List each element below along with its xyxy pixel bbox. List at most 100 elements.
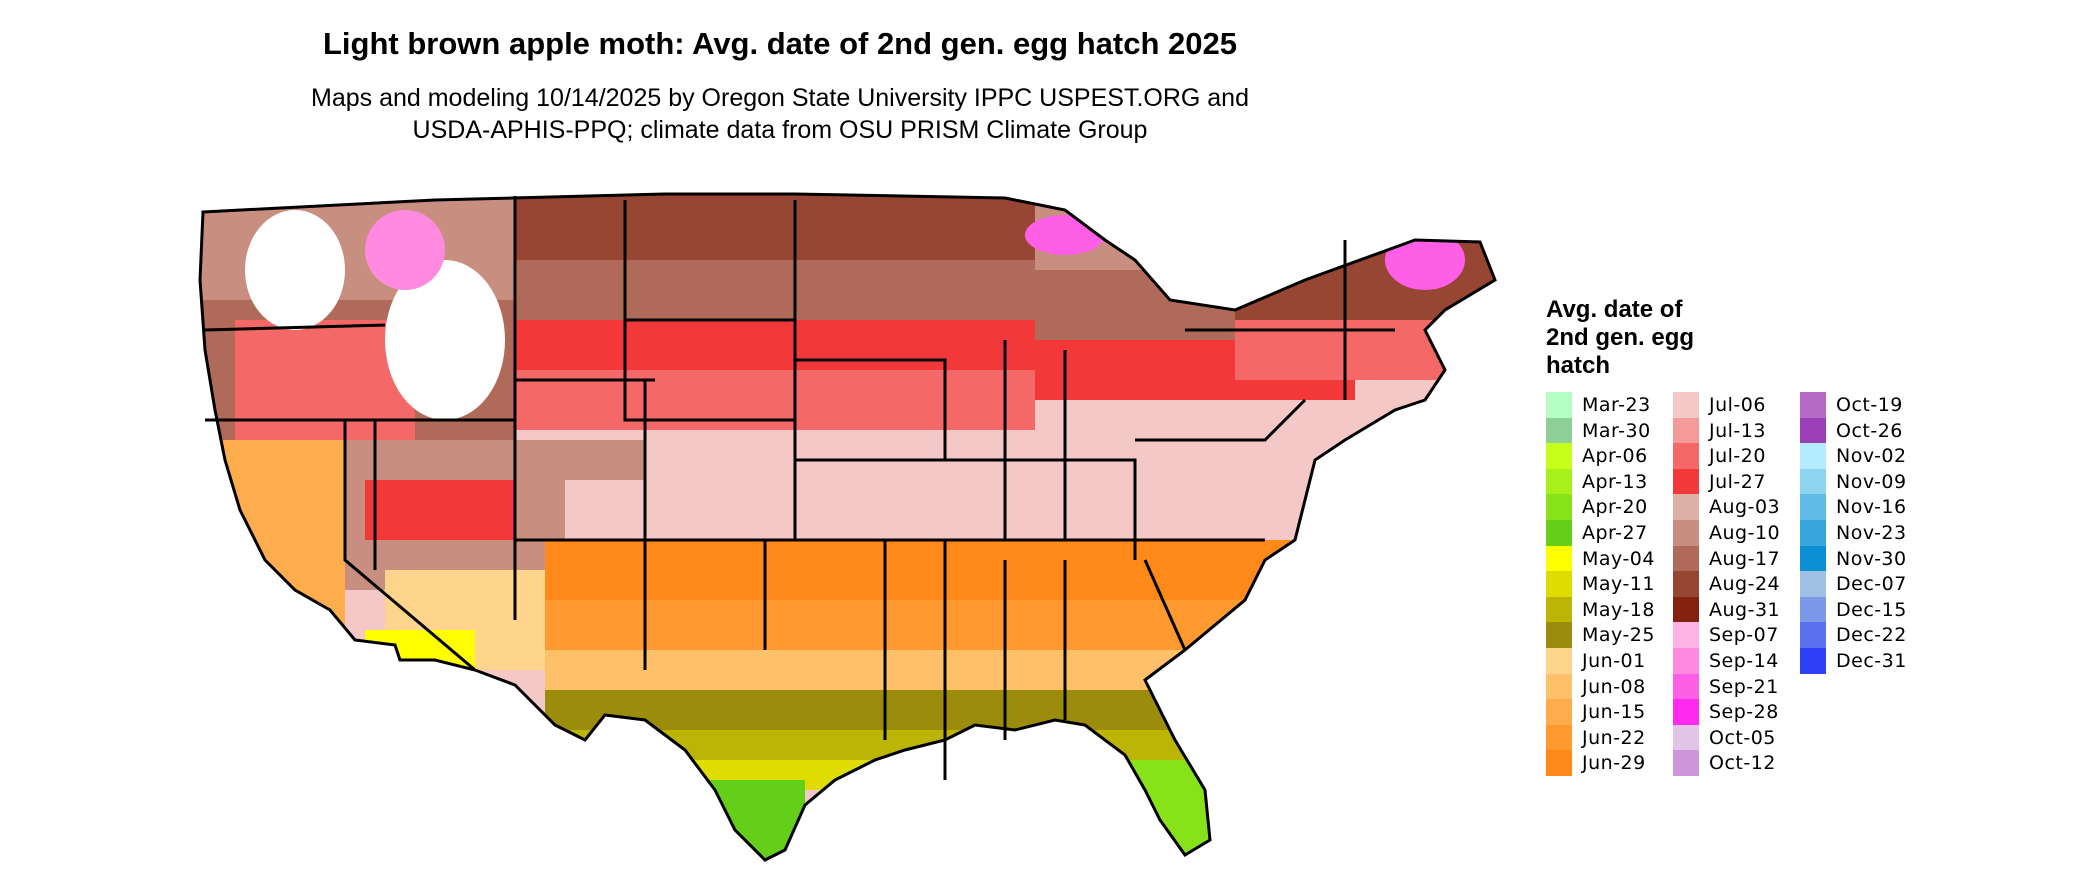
legend-swatch [1673,622,1699,648]
legend-swatch [1673,392,1699,418]
legend-item: Nov-16 [1800,494,1930,520]
legend-label: Dec-22 [1836,624,1907,647]
legend-item: Nov-02 [1800,443,1930,469]
legend-label: Oct-05 [1709,726,1776,749]
legend-item: Sep-14 [1673,648,1803,674]
legend-item: Jun-29 [1546,750,1676,776]
legend-swatch [1800,392,1826,418]
us-map [198,192,1497,862]
legend-swatch [1546,648,1572,674]
legend-label: May-25 [1582,624,1655,647]
legend-item: Oct-26 [1800,417,1930,444]
legend-item: Dec-22 [1800,622,1930,648]
legend-swatch [1546,417,1572,444]
legend-swatch [1673,750,1699,776]
legend-swatch [1546,520,1572,546]
legend-swatch [1673,673,1699,700]
legend-label: May-04 [1582,547,1655,570]
legend-swatch [1546,468,1572,495]
legend-swatch [1546,750,1572,776]
legend-item: Jun-15 [1546,699,1676,725]
legend-swatch [1673,571,1699,597]
legend-item: May-04 [1546,545,1676,572]
legend-swatch [1673,520,1699,546]
legend-item: Aug-03 [1673,494,1803,520]
legend-swatch [1673,468,1699,495]
legend-label: May-18 [1582,598,1655,621]
legend-label: Nov-02 [1836,445,1907,468]
legend-swatch [1800,417,1826,444]
legend-label: Dec-31 [1836,650,1907,672]
legend-label: Jun-22 [1582,726,1646,749]
legend-label: Aug-10 [1709,522,1781,544]
legend-item: Jul-27 [1673,468,1803,495]
legend-swatch [1800,468,1826,495]
legend-title-line: 2nd gen. egg [1546,324,1695,351]
legend-label: Jul-20 [1709,445,1766,468]
legend-title-line: hatch [1546,352,1611,379]
legend-label: Oct-12 [1709,752,1776,775]
legend-swatch [1800,545,1826,572]
legend-item: Jun-01 [1546,648,1676,674]
legend-label: Dec-15 [1836,598,1907,621]
legend-label: Apr-27 [1582,522,1648,544]
legend-item: Dec-31 [1800,648,1930,674]
legend-label: Jul-13 [1709,419,1766,442]
legend-item: Aug-17 [1673,545,1803,572]
legend-swatch [1546,392,1572,418]
legend-swatch [1546,596,1572,623]
legend-label: Oct-26 [1836,419,1903,442]
legend-swatch [1800,622,1826,648]
legend-label: Jun-01 [1582,650,1646,672]
legend-label: Jul-06 [1709,394,1766,416]
legend-item: Aug-24 [1673,571,1803,597]
legend-label: Jun-08 [1582,675,1646,698]
legend-swatch [1546,622,1572,648]
legend-item: Mar-23 [1546,392,1676,418]
legend-label: Nov-16 [1836,496,1907,519]
legend-item: Nov-30 [1800,545,1930,572]
legend-label: Aug-17 [1709,547,1781,570]
legend-title: Avg. date of 2nd gen. egg hatch [1546,296,1694,380]
legend-swatch [1800,648,1826,674]
legend-swatch [1673,596,1699,623]
legend-label: Dec-07 [1836,573,1907,596]
legend-swatch [1673,699,1699,725]
legend-label: Aug-24 [1709,573,1781,596]
legend-swatch [1800,596,1826,623]
legend-item: Sep-21 [1673,673,1803,700]
legend-item: Oct-05 [1673,724,1803,751]
legend-swatch [1800,494,1826,520]
legend-swatch [1673,494,1699,520]
legend-items: Mar-23 Mar-30 Apr-06 Apr-13 Apr-20 Apr-27 May-… [1546,392,2006,792]
legend-item: Oct-19 [1800,392,1930,418]
legend-swatch [1546,545,1572,572]
legend-item: Dec-15 [1800,596,1930,623]
map-subtitle-line-1: Maps and modeling 10/14/2025 by Oregon S… [311,84,1249,112]
legend-label: Nov-30 [1836,547,1907,570]
legend-swatch [1546,673,1572,700]
legend-item: Jul-06 [1673,392,1803,418]
legend-item: Apr-13 [1546,468,1676,495]
legend-label: Aug-31 [1709,598,1781,621]
legend-swatch [1673,443,1699,469]
legend-item: Nov-09 [1800,468,1930,495]
legend-item: Oct-12 [1673,750,1803,776]
legend-label: Sep-28 [1709,701,1779,724]
map-title: Light brown apple moth: Avg. date of 2nd… [323,26,1237,61]
legend-label: Sep-07 [1709,624,1779,647]
legend-swatch [1546,443,1572,469]
legend-item: Jun-08 [1546,673,1676,700]
legend-swatch [1546,724,1572,751]
legend-item: Sep-28 [1673,699,1803,725]
legend-item: Apr-27 [1546,520,1676,546]
legend-swatch [1673,648,1699,674]
legend-label: Apr-20 [1582,496,1648,519]
legend-swatch [1800,571,1826,597]
legend-label: May-11 [1582,573,1655,596]
legend-item: May-18 [1546,596,1676,623]
legend-item: Jul-13 [1673,417,1803,444]
legend-swatch [1673,724,1699,751]
legend-label: Sep-21 [1709,675,1779,698]
legend-item: Jun-22 [1546,724,1676,751]
